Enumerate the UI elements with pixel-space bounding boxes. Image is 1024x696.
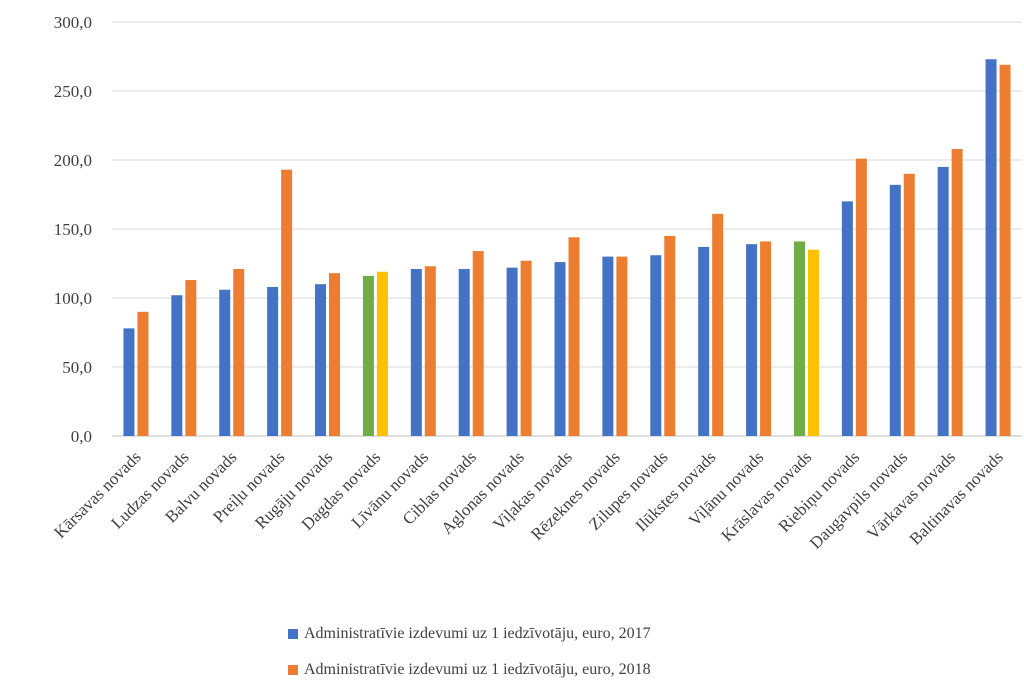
bar-2017: [650, 255, 662, 436]
bar-2017: [315, 284, 327, 436]
bar-2018: [999, 64, 1011, 436]
bar-2018: [520, 260, 532, 436]
bar-2017: [171, 295, 183, 436]
bar-2017: [123, 328, 135, 436]
bar-2017: [267, 286, 279, 436]
bar-chart: 0,050,0100,0150,0200,0250,0300,0Kārsavas…: [50, 13, 1022, 553]
bar-2017: [506, 267, 518, 436]
bar-2018: [137, 311, 149, 436]
bar-2017: [458, 269, 470, 436]
bar-2017: [602, 256, 614, 436]
legend: Administratīvie izdevumi uz 1 iedzīvotāj…: [288, 624, 651, 696]
bar-2018: [855, 158, 867, 436]
y-tick-label: 250,0: [54, 82, 92, 101]
legend-label-2018: Administratīvie izdevumi uz 1 iedzīvotāj…: [304, 661, 651, 678]
legend-item-2018: Administratīvie izdevumi uz 1 iedzīvotāj…: [288, 660, 651, 680]
bar-2018: [664, 235, 676, 436]
y-tick-label: 100,0: [54, 289, 92, 308]
bar-2018: [472, 251, 484, 436]
legend-label-2017: Administratīvie izdevumi uz 1 iedzīvotāj…: [304, 625, 651, 642]
bar-2017: [554, 262, 566, 436]
bar-2018: [329, 273, 341, 436]
bar-2017: [889, 184, 901, 436]
bar-2018: [424, 266, 436, 436]
bar-2018: [185, 280, 197, 436]
y-tick-label: 0,0: [71, 427, 92, 446]
bar-2018: [807, 249, 819, 436]
y-tick-label: 300,0: [54, 13, 92, 32]
bar-2017: [841, 201, 853, 436]
bar-2017: [410, 269, 422, 436]
bar-2018: [233, 269, 245, 436]
legend-swatch-2018: [288, 665, 298, 675]
bar-2017: [698, 246, 710, 436]
bar-2018: [616, 256, 628, 436]
bar-2018: [951, 148, 963, 436]
bar-2018: [568, 237, 580, 436]
bar-2018: [760, 241, 772, 436]
bar-2017: [937, 166, 949, 436]
bar-2017: [362, 275, 374, 436]
bar-2018: [903, 173, 915, 437]
y-tick-label: 150,0: [54, 220, 92, 239]
y-tick-label: 50,0: [62, 358, 92, 377]
bar-2017: [219, 289, 231, 436]
bar-2017: [793, 241, 805, 436]
y-tick-label: 200,0: [54, 151, 92, 170]
bar-2018: [376, 271, 388, 436]
bar-2018: [712, 213, 724, 436]
x-tick-label: Aglonas novads: [437, 447, 528, 538]
bar-2017: [746, 244, 758, 436]
legend-item-2017: Administratīvie izdevumi uz 1 iedzīvotāj…: [288, 624, 651, 644]
legend-swatch-2017: [288, 629, 298, 639]
bar-2018: [281, 169, 293, 436]
bar-2017: [985, 59, 997, 436]
